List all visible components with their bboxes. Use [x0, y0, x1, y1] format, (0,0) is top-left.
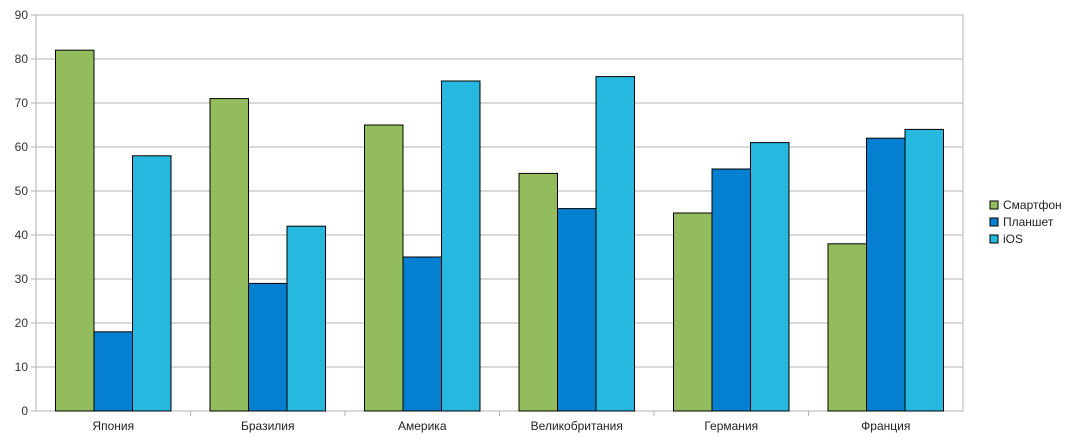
bar: [750, 142, 790, 412]
bar: [286, 225, 326, 412]
bar: [673, 212, 713, 412]
y-tick-label: 40: [15, 228, 29, 242]
legend-label: iOS: [1003, 232, 1023, 246]
y-axis-ticks: 0 10 20 30 40 50 60 70 80 90: [15, 8, 36, 418]
y-tick-label: 70: [15, 96, 29, 110]
legend-label: Смартфон: [1003, 198, 1062, 212]
bar: [518, 172, 558, 412]
bar: [866, 137, 906, 412]
bar: [402, 256, 442, 412]
x-tick-label: Америка: [398, 419, 447, 433]
bar: [55, 49, 95, 412]
bar: [904, 128, 944, 412]
bar: [827, 243, 867, 412]
x-tick-label: Япония: [92, 419, 134, 433]
legend-label: Планшет: [1003, 215, 1054, 229]
bar: [441, 80, 481, 412]
y-tick-label: 80: [15, 52, 29, 66]
x-tick-label: Великобритания: [531, 419, 623, 433]
x-tick-label: Франция: [861, 419, 910, 433]
legend: Смартфон Планшет iOS: [989, 198, 1062, 246]
y-tick-label: 50: [15, 184, 29, 198]
y-tick-label: 90: [15, 8, 29, 22]
x-tick-label: Бразилия: [241, 419, 295, 433]
bar: [132, 155, 172, 412]
y-tick-label: 60: [15, 140, 29, 154]
x-axis-labels: Япония Бразилия Америка Великобритания Герма…: [92, 411, 910, 433]
bars: [55, 49, 944, 412]
legend-swatch: [989, 200, 999, 210]
legend-swatch: [989, 217, 999, 227]
gridlines: [36, 58, 963, 368]
y-tick-label: 20: [15, 316, 29, 330]
bar: [557, 208, 597, 412]
bar: [711, 168, 751, 412]
plot-area: [35, 14, 964, 412]
bar: [248, 282, 288, 412]
bar: [209, 98, 249, 412]
y-tick-label: 0: [21, 404, 28, 418]
y-tick-label: 10: [15, 360, 29, 374]
bar: [93, 331, 133, 412]
legend-swatch: [989, 234, 999, 244]
bar: [364, 124, 404, 412]
y-tick-label: 30: [15, 272, 29, 286]
bar: [595, 76, 635, 412]
x-tick-label: Германия: [704, 419, 758, 433]
